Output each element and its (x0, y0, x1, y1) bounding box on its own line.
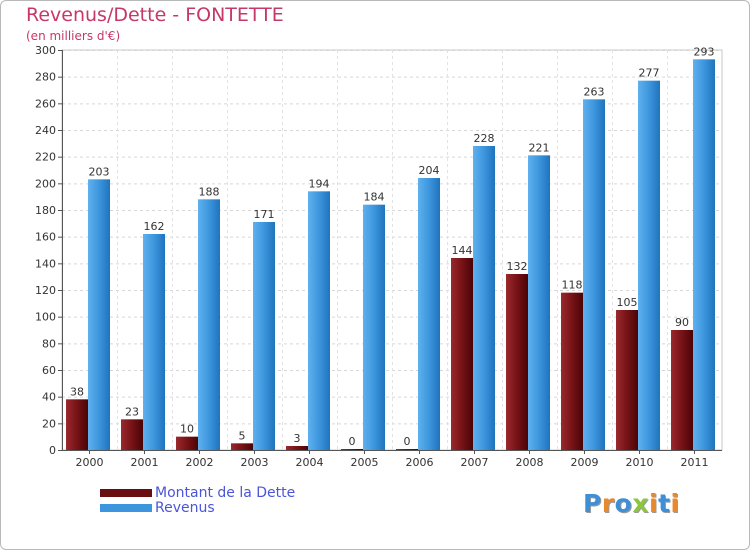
legend-swatch-dette (100, 489, 152, 497)
bar-revenus (638, 80, 660, 451)
data-label-dette: 0 (349, 435, 356, 448)
y-tick-label: 80 (42, 337, 56, 350)
x-tick-label: 2002 (186, 456, 214, 469)
bar-dette (176, 436, 198, 450)
logo-letter: t (658, 489, 671, 518)
bar-dette (506, 274, 528, 450)
x-tick-label: 2000 (76, 456, 104, 469)
data-label-revenus: 204 (419, 164, 440, 177)
data-label-revenus: 171 (254, 208, 275, 221)
y-tick-label: 120 (35, 284, 56, 297)
x-tick-label: 2010 (626, 456, 654, 469)
y-tick-label: 180 (35, 204, 56, 217)
logo-letter: i (649, 489, 659, 518)
bar-revenus (363, 204, 385, 450)
bar-revenus (528, 155, 550, 451)
y-tick-label: 240 (35, 124, 56, 137)
bar-revenus (418, 178, 440, 450)
bar-revenus (198, 199, 220, 450)
bar-revenus (143, 234, 165, 450)
x-tick-label: 2001 (131, 456, 159, 469)
logo-letter: r (601, 489, 615, 518)
data-label-dette: 23 (125, 405, 139, 418)
chart-title: Revenus/Dette - FONTETTE (26, 4, 284, 26)
x-tick-label: 2009 (571, 456, 599, 469)
bar-dette (671, 330, 693, 450)
data-label-revenus: 184 (364, 191, 385, 204)
bar-dette (66, 399, 88, 450)
bar-revenus (88, 179, 110, 451)
bar-dette (451, 258, 473, 450)
data-label-revenus: 228 (474, 132, 495, 145)
logo-letter: o (614, 489, 633, 518)
bar-dette (396, 449, 418, 450)
x-tick-label: 2007 (461, 456, 489, 469)
x-tick-label: 2011 (681, 456, 709, 469)
y-tick-label: 300 (35, 44, 56, 57)
y-tick-label: 280 (35, 71, 56, 84)
y-tick-label: 260 (35, 97, 56, 110)
x-tick-label: 2006 (406, 456, 434, 469)
data-label-revenus: 221 (529, 141, 550, 154)
y-tick-label: 0 (49, 444, 56, 457)
y-tick-label: 140 (35, 257, 56, 270)
bar-dette (561, 292, 583, 450)
logo-letter: i (670, 489, 680, 518)
bar-dette (121, 419, 143, 450)
legend-label-dette: Montant de la Dette (155, 485, 296, 501)
bar-dette (286, 446, 308, 450)
y-tick-label: 100 (35, 311, 56, 324)
data-label-revenus: 293 (694, 45, 715, 58)
data-label-revenus: 194 (309, 177, 330, 190)
data-label-revenus: 277 (639, 67, 660, 80)
x-tick-label: 2003 (241, 456, 269, 469)
x-tick-label: 2008 (516, 456, 544, 469)
data-label-dette: 144 (452, 244, 473, 257)
data-label-revenus: 203 (89, 165, 110, 178)
data-label-dette: 132 (507, 260, 528, 273)
legend-label-revenus: Revenus (155, 500, 215, 516)
bar-dette (341, 449, 363, 450)
legend-swatch-revenus (100, 504, 152, 512)
logo-letter: x (632, 489, 649, 518)
y-tick-label: 40 (42, 391, 56, 404)
bar-revenus (693, 59, 715, 450)
data-label-revenus: 162 (144, 220, 165, 233)
data-label-dette: 10 (180, 423, 194, 436)
bar-revenus (253, 222, 275, 450)
x-tick-label: 2005 (351, 456, 379, 469)
data-label-revenus: 188 (199, 185, 220, 198)
y-tick-label: 20 (42, 417, 56, 430)
x-tick-label: 2004 (296, 456, 324, 469)
data-label-dette: 5 (239, 429, 246, 442)
chart-subtitle: (en milliers d'€) (26, 29, 121, 43)
data-label-dette: 38 (70, 385, 84, 398)
bar-revenus (583, 99, 605, 450)
data-label-revenus: 263 (584, 85, 605, 98)
data-label-dette: 3 (294, 432, 301, 445)
bar-dette (616, 310, 638, 450)
y-tick-label: 200 (35, 177, 56, 190)
bar-dette (231, 443, 253, 450)
data-label-dette: 90 (675, 316, 689, 329)
y-tick-label: 220 (35, 151, 56, 164)
logo-letter: P (583, 489, 602, 518)
data-label-dette: 118 (562, 279, 583, 292)
bar-revenus (473, 146, 495, 450)
bar-revenus (308, 191, 330, 451)
y-tick-label: 60 (42, 364, 56, 377)
data-label-dette: 0 (404, 435, 411, 448)
data-label-dette: 105 (617, 296, 638, 309)
y-tick-label: 160 (35, 231, 56, 244)
proxiti-logo: Proxiti (583, 489, 680, 518)
